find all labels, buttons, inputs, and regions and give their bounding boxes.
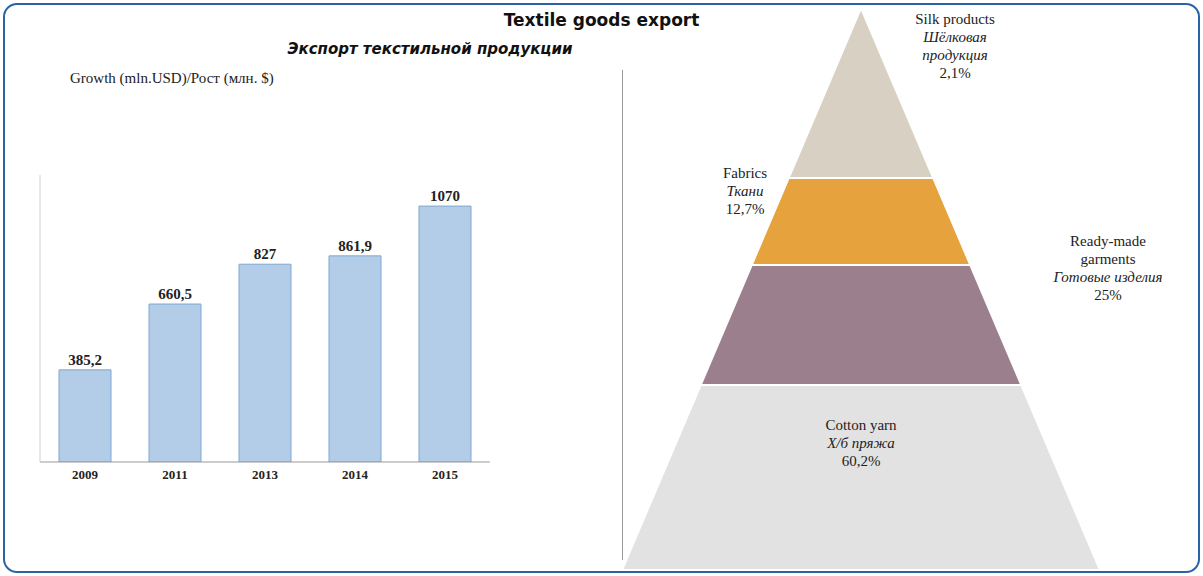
html-text:Growth (mln.USD)/Рост (млн. $): Growth (mln.USD)/Рост (млн. $) (70, 70, 274, 86)
svg-text:Silk productsШёлковаяпродукция: Silk productsШёлковаяпродукция2,1% (915, 11, 995, 81)
svg-text:2009: 2009 (72, 467, 99, 482)
html-text:Textile goods export: Textile goods export (503, 10, 700, 30)
svg-text:385,2: 385,2 (68, 352, 102, 368)
svg-text:660,5: 660,5 (158, 286, 192, 302)
svg-text:827: 827 (254, 246, 277, 262)
svg-text:2014: 2014 (342, 467, 369, 482)
svg-text:Ready-madegarmentsГотовые изде: Ready-madegarmentsГотовые изделия25% (1053, 233, 1163, 303)
svg-text:FabricsТкани12,7%: FabricsТкани12,7% (723, 165, 767, 217)
svg-text:861,9: 861,9 (338, 238, 372, 254)
svg-text:Cotton yarnХ/б пряжа60,2%: Cotton yarnХ/б пряжа60,2% (825, 417, 897, 469)
html-text:Экспорт текстильной продукции: Экспорт текстильной продукции (287, 40, 573, 58)
svg-text:2011: 2011 (162, 467, 187, 482)
svg-text:2015: 2015 (432, 467, 459, 482)
svg-text:2013: 2013 (252, 467, 279, 482)
svg-text:1070: 1070 (430, 188, 460, 204)
